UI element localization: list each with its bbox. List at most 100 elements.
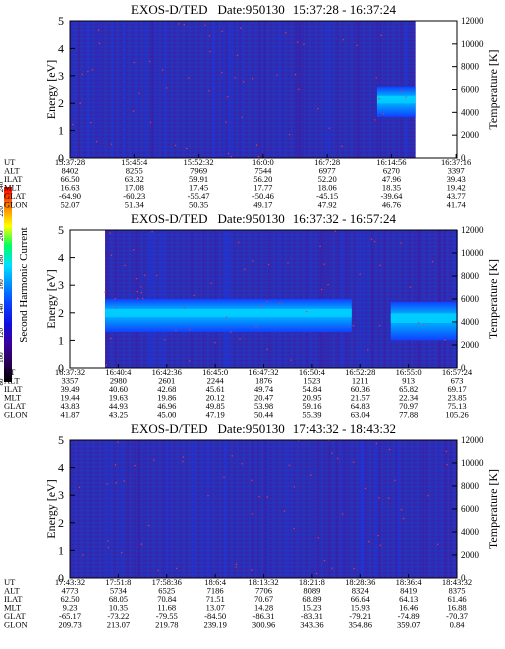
orbit-cell: 16:55:0 — [396, 367, 422, 377]
temperature-point — [352, 461, 355, 463]
temperature-point — [136, 291, 138, 293]
temperature-point — [186, 147, 188, 150]
orbit-cell: 49.85 — [206, 401, 225, 411]
temperature-point — [444, 339, 446, 341]
y2-tick-label: 2000 — [461, 340, 480, 350]
temperature-point — [266, 496, 269, 498]
panel-title: EXOS-D/TED Date:950130 16:37:32 - 16:57:24 — [131, 211, 396, 226]
temperature-point — [331, 567, 333, 569]
spectrogram-streak — [138, 440, 140, 578]
temperature-point — [81, 73, 83, 75]
orbit-cell: 3397 — [448, 166, 465, 176]
y-tick-label: 3 — [58, 278, 64, 292]
temperature-point — [148, 524, 150, 527]
orbit-cell: 359.07 — [397, 620, 420, 630]
temperature-point — [423, 324, 425, 327]
spectrogram-streak — [239, 21, 242, 158]
orbit-cell: 354.86 — [349, 620, 372, 630]
orbit-cell: 219.78 — [155, 620, 178, 630]
temperature-point — [287, 262, 289, 264]
orbit-row-label: MLT — [4, 183, 22, 193]
y2-tick-label: 4000 — [461, 107, 480, 117]
temperature-point — [82, 554, 84, 556]
orbit-cell: 61.46 — [447, 594, 466, 604]
temperature-point — [255, 326, 257, 328]
orbit-row-label: MLT — [4, 603, 22, 613]
orbit-cell: 53.98 — [254, 401, 273, 411]
orbit-cell: 62.50 — [60, 594, 79, 604]
temperature-point — [378, 98, 380, 100]
orbit-cell: 18.35 — [382, 183, 401, 193]
temperature-point — [375, 77, 377, 79]
y2-tick-label: 8000 — [461, 271, 480, 281]
orbit-cell: 343.36 — [300, 620, 323, 630]
temperature-point — [225, 121, 227, 123]
temperature-point — [207, 495, 209, 497]
temperature-point — [142, 297, 144, 300]
y2-tick-label: 6000 — [461, 85, 480, 95]
orbit-row-label: UT — [4, 157, 16, 167]
orbit-cell: 17:58:36 — [152, 577, 182, 587]
temperature-point — [427, 494, 429, 497]
spectrogram-streak — [379, 440, 381, 578]
orbit-cell: 673 — [451, 376, 464, 386]
temperature-point — [319, 245, 321, 248]
panel-title: EXOS-D/TED Date:950130 17:43:32 - 18:43:32 — [131, 421, 396, 436]
temperature-point — [323, 263, 325, 265]
spectrogram-streak — [191, 440, 195, 578]
orbit-cell: 66.50 — [60, 174, 79, 184]
temperature-point — [161, 69, 164, 71]
orbit-cell: 6270 — [383, 166, 400, 176]
y2-tick-label: 10000 — [461, 458, 484, 468]
orbit-cell: 18:28:36 — [345, 577, 375, 587]
spectrogram-streak — [302, 21, 304, 158]
temperature-point — [400, 242, 402, 244]
spectrogram-streak — [72, 21, 75, 158]
temperature-point — [387, 497, 390, 499]
spectrogram-streak — [278, 21, 281, 158]
y-tick-label: 5 — [58, 14, 64, 28]
temperature-point — [151, 231, 153, 233]
temperature-point — [214, 342, 216, 344]
spectrogram-streak — [366, 230, 369, 368]
colorbar-tick-label: 220 — [0, 206, 5, 217]
temperature-point — [105, 364, 108, 366]
orbit-cell: 19.86 — [157, 393, 176, 403]
temperature-point — [231, 455, 233, 457]
spectrogram-streak — [374, 440, 376, 578]
spectrogram-streak — [212, 21, 215, 158]
temperature-point — [303, 43, 305, 45]
temperature-point — [230, 331, 232, 333]
spectrogram-streak — [87, 21, 91, 158]
temperature-point — [136, 297, 139, 299]
temperature-point — [114, 297, 116, 300]
orbit-cell: -65.17 — [59, 611, 81, 621]
y-tick-label: 2 — [58, 306, 64, 320]
temperature-point — [242, 81, 245, 83]
orbit-cell: 54.84 — [302, 384, 322, 394]
orbit-cell: 70.97 — [399, 401, 418, 411]
spectrogram-streak — [328, 21, 331, 158]
spectrogram-streak — [335, 440, 338, 578]
spectrogram-streak — [417, 230, 420, 368]
spectrogram-streak — [297, 21, 299, 158]
y2-tick-label: 12000 — [461, 16, 484, 26]
orbit-row-label: GLON — [4, 410, 28, 420]
temperature-point — [156, 274, 158, 277]
temperature-point — [78, 486, 81, 489]
spectrogram-streak — [201, 440, 203, 578]
temperature-point — [251, 479, 253, 482]
temperature-point — [379, 544, 381, 547]
orbit-cell: 47.19 — [206, 410, 225, 420]
orbit-cell: 2601 — [158, 376, 175, 386]
orbit-row-label: GLON — [4, 620, 28, 630]
temperature-point — [405, 96, 407, 98]
orbit-cell: 77.88 — [399, 410, 418, 420]
orbit-cell: 213.07 — [107, 620, 130, 630]
orbit-cell: -83.31 — [301, 611, 323, 621]
y-tick-label: 0 — [58, 151, 64, 165]
orbit-cell: 1211 — [352, 376, 369, 386]
temperature-point — [328, 127, 331, 129]
panel-title: EXOS-D/TED Date:950130 15:37:28 - 16:37:24 — [131, 2, 396, 17]
y-tick-label: 5 — [58, 433, 64, 447]
